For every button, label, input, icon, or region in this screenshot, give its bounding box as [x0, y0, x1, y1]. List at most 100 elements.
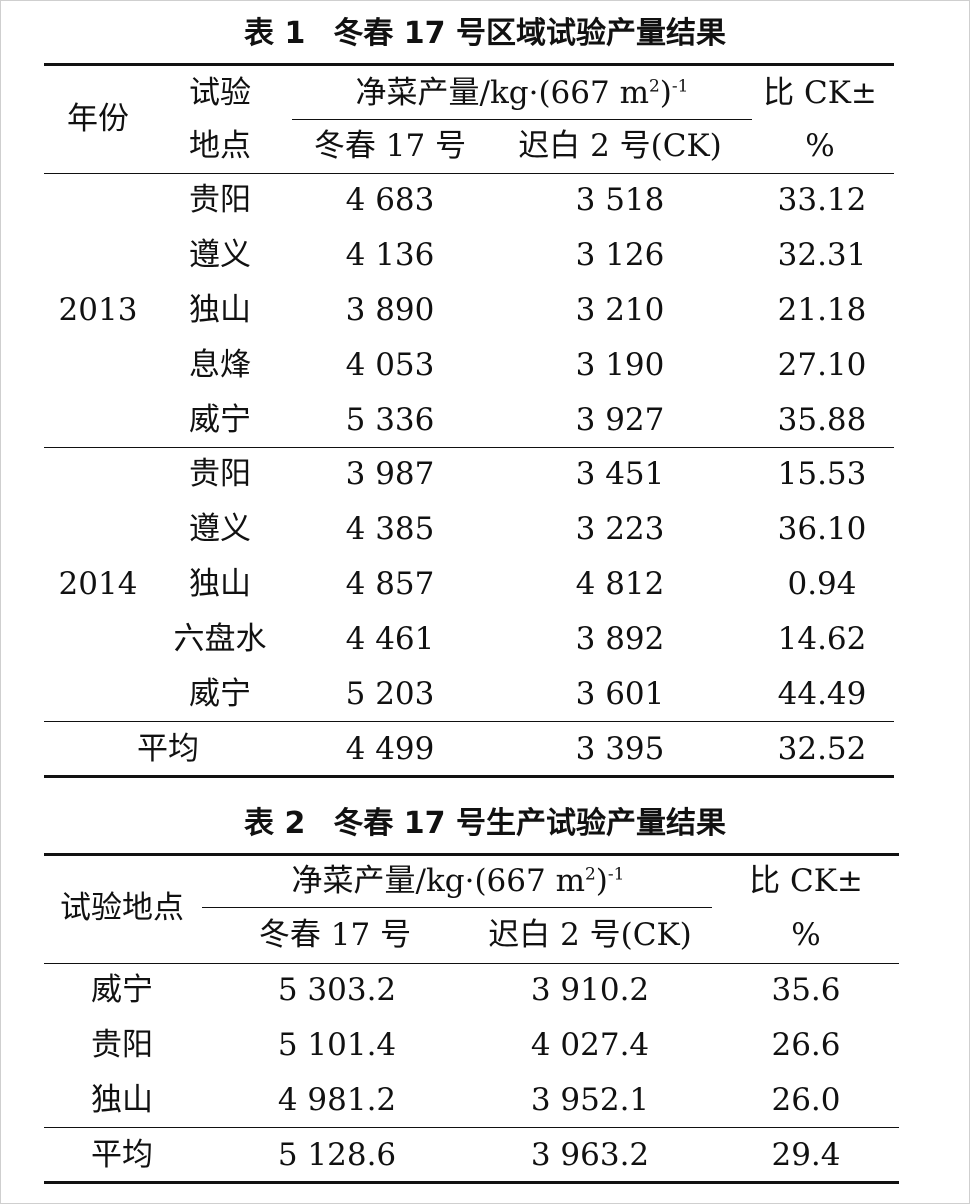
table2-average-ratio: 29.4: [771, 1137, 841, 1173]
table1-header-year: 年份: [67, 101, 129, 137]
table1-year-2014: 2014: [58, 566, 138, 602]
table1-average-ck: 3 395: [575, 731, 665, 767]
table2-row-site: 独山: [91, 1082, 153, 1118]
table1-row-variety: 3 890: [345, 292, 435, 328]
table1-title: 表 1 冬春 17 号区域试验产量结果: [0, 14, 970, 54]
table1-row-ck: 3 892: [575, 621, 665, 657]
table1-row-variety: 4 385: [345, 511, 435, 547]
table1-average-divider: [44, 721, 894, 722]
table2-row-ck: 4 027.4: [530, 1027, 650, 1063]
table1-row-ratio: 32.31: [777, 237, 867, 273]
table1-header-variety: 冬春 17 号: [313, 128, 467, 164]
table1-year-2013: 2013: [58, 292, 138, 328]
table2-yield-unit-sup2: -1: [607, 864, 625, 885]
table1-row-site: 威宁: [189, 402, 251, 438]
table1-row-site: 贵阳: [189, 456, 251, 492]
table2-top-rule: [44, 853, 899, 856]
table2-title-label: 表 2: [244, 806, 306, 841]
table2-row-ratio: 35.6: [771, 972, 841, 1008]
table1-row-ratio: 36.10: [777, 511, 867, 547]
table2-average-divider: [44, 1127, 899, 1128]
table2-row-ratio: 26.0: [771, 1082, 841, 1118]
table2-header-rule: [44, 963, 899, 964]
table2-header-ck: 迟白 2 号(CK): [488, 917, 692, 953]
table1-header-site-line1: 试验: [189, 75, 251, 111]
table1-row-variety: 4 461: [345, 621, 435, 657]
table1-row-ck: 3 223: [575, 511, 665, 547]
table1-row-ratio: 35.88: [777, 402, 867, 438]
table1-header-yield-group: 净菜产量/kg·(667 m2)-1: [356, 73, 689, 113]
table2-group-rule: [202, 907, 712, 908]
table1-row-ratio: 21.18: [777, 292, 867, 328]
table1-row-ratio: 44.49: [777, 676, 867, 712]
table1-row-ck: 3 601: [575, 676, 665, 712]
table1-row-variety: 3 987: [345, 456, 435, 492]
table1-row-variety: 4 857: [345, 566, 435, 602]
table1-group-rule: [292, 119, 752, 120]
table1-yield-unit-mid: ): [659, 75, 672, 111]
table2-title: 表 2 冬春 17 号生产试验产量结果: [0, 804, 970, 844]
table1-header-site-line2: 地点: [189, 128, 251, 164]
table1-average-label: 平均: [137, 731, 199, 767]
table1-row-site: 遵义: [189, 511, 251, 547]
table1-row-variety: 4 136: [345, 237, 435, 273]
table1-row-ratio: 0.94: [787, 566, 857, 602]
table1-bottom-rule: [44, 775, 894, 778]
table1-row-site: 息烽: [189, 347, 251, 383]
table2-header-ratio-line2: %: [791, 917, 821, 953]
table2-header-ratio-line1: 比 CK±: [749, 863, 863, 899]
table1-yield-unit: 净菜产量/kg·(667 m: [355, 75, 649, 111]
table2-row-variety: 4 981.2: [277, 1082, 397, 1118]
table1-title-text: 冬春 17 号区域试验产量结果: [333, 16, 726, 51]
table2-row-site: 威宁: [91, 972, 153, 1008]
table1-title-label: 表 1: [244, 16, 306, 51]
table2-title-text: 冬春 17 号生产试验产量结果: [333, 806, 726, 841]
table1-row-variety: 5 336: [345, 402, 435, 438]
table1-row-ck: 3 126: [575, 237, 665, 273]
table2-header-site: 试验地点: [60, 890, 184, 926]
table1-row-variety: 4 053: [345, 347, 435, 383]
table2-row-variety: 5 101.4: [277, 1027, 397, 1063]
table1-average-ratio: 32.52: [777, 731, 867, 767]
table2-header-yield-group: 净菜产量/kg·(667 m2)-1: [292, 861, 625, 901]
table1-yield-unit-sup1: 2: [648, 76, 660, 97]
table1-row-site: 六盘水: [173, 621, 267, 657]
table1-row-variety: 5 203: [345, 676, 435, 712]
table1-header-ratio-line2: %: [805, 128, 835, 164]
table2-row-ratio: 26.6: [771, 1027, 841, 1063]
table1-row-ck: 4 812: [575, 566, 665, 602]
table1-row-ck: 3 518: [575, 182, 665, 218]
table1-average-variety: 4 499: [345, 731, 435, 767]
table1-row-ratio: 27.10: [777, 347, 867, 383]
table2-row-ck: 3 952.1: [530, 1082, 650, 1118]
table1-row-site: 威宁: [189, 676, 251, 712]
table2-yield-unit-mid: ): [595, 863, 608, 899]
table1-header-ck: 迟白 2 号(CK): [518, 128, 722, 164]
table2-average-label: 平均: [91, 1137, 153, 1173]
table2-row-site: 贵阳: [91, 1027, 153, 1063]
table1-row-ck: 3 190: [575, 347, 665, 383]
table1-row-site: 遵义: [189, 237, 251, 273]
table1-header-ratio-line1: 比 CK±: [763, 75, 877, 111]
table2-average-ck: 3 963.2: [530, 1137, 650, 1173]
table2-row-variety: 5 303.2: [277, 972, 397, 1008]
table1-header-rule: [44, 173, 894, 174]
table1-row-site: 独山: [189, 292, 251, 328]
table1-yield-unit-sup2: -1: [671, 76, 689, 97]
table1-row-site: 独山: [189, 566, 251, 602]
table1-group-divider: [44, 447, 894, 448]
table1-row-ck: 3 210: [575, 292, 665, 328]
table1-row-ck: 3 927: [575, 402, 665, 438]
table1-row-ratio: 33.12: [777, 182, 867, 218]
table2-header-variety: 冬春 17 号: [258, 917, 412, 953]
table2-average-variety: 5 128.6: [277, 1137, 397, 1173]
table1-row-site: 贵阳: [189, 182, 251, 218]
table2-yield-unit: 净菜产量/kg·(667 m: [291, 863, 585, 899]
table1-row-ck: 3 451: [575, 456, 665, 492]
table1-row-ratio: 14.62: [777, 621, 867, 657]
table1-top-rule: [44, 63, 894, 66]
table1-row-ratio: 15.53: [777, 456, 867, 492]
table2-row-ck: 3 910.2: [530, 972, 650, 1008]
table2-bottom-rule: [44, 1181, 899, 1184]
table1-row-variety: 4 683: [345, 182, 435, 218]
